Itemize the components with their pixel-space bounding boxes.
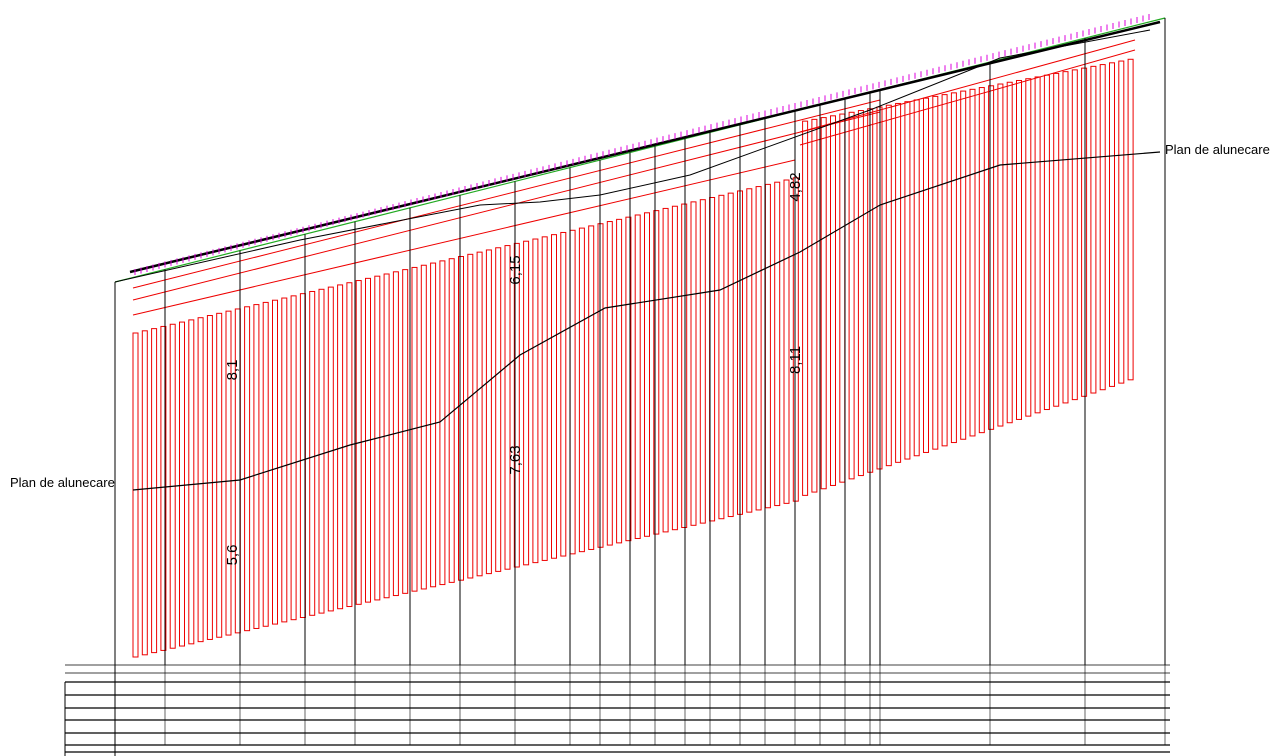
pile bbox=[682, 204, 687, 527]
pile bbox=[840, 114, 845, 482]
pile bbox=[459, 257, 464, 581]
pile bbox=[1072, 70, 1077, 400]
dimension-label: 5,6 bbox=[224, 545, 241, 566]
pile bbox=[979, 88, 984, 433]
pile bbox=[198, 318, 203, 642]
pile bbox=[552, 235, 557, 559]
pile bbox=[607, 222, 612, 546]
pile bbox=[319, 289, 324, 613]
pile bbox=[886, 105, 891, 465]
pile bbox=[431, 263, 436, 587]
pile bbox=[617, 219, 622, 543]
pile bbox=[728, 193, 733, 516]
pile bbox=[1054, 73, 1059, 406]
pile bbox=[1007, 82, 1012, 422]
pile bbox=[1017, 80, 1022, 419]
pile bbox=[970, 89, 975, 436]
pile bbox=[756, 187, 761, 510]
pile bbox=[700, 200, 705, 523]
pile bbox=[142, 331, 147, 655]
pile bbox=[1128, 59, 1133, 380]
pile bbox=[561, 232, 566, 556]
pile bbox=[1035, 77, 1040, 413]
slip-plane-label: Plan de alunecare bbox=[10, 475, 115, 490]
pile bbox=[914, 100, 919, 456]
pile bbox=[273, 300, 278, 624]
slip-plane-label: Plan de alunecare bbox=[1165, 142, 1270, 157]
pile bbox=[449, 259, 454, 583]
pile bbox=[254, 305, 259, 629]
dimension-label: 8,11 bbox=[787, 346, 804, 374]
pile bbox=[328, 287, 333, 611]
pile bbox=[933, 96, 938, 449]
pile bbox=[672, 206, 677, 529]
dimension-label: 7,63 bbox=[507, 445, 524, 474]
pile bbox=[775, 182, 780, 505]
pile bbox=[719, 195, 724, 518]
pile bbox=[747, 189, 752, 512]
pile bbox=[217, 313, 222, 637]
pile bbox=[533, 239, 538, 563]
pile bbox=[1100, 65, 1105, 390]
pile bbox=[858, 111, 863, 476]
pile bbox=[189, 320, 194, 644]
pile bbox=[793, 178, 798, 501]
profile-drawing: Plan de alunecare Plan de alunecare 8,1 … bbox=[0, 0, 1287, 756]
pile bbox=[282, 298, 287, 622]
pile bbox=[1091, 66, 1096, 393]
pile bbox=[896, 103, 901, 462]
pile bbox=[663, 208, 668, 531]
pile bbox=[245, 307, 250, 631]
pile bbox=[133, 333, 138, 657]
pile bbox=[924, 98, 929, 452]
dimension-label: 4,82 bbox=[787, 172, 804, 201]
pile bbox=[951, 93, 956, 443]
pile bbox=[486, 250, 491, 574]
pile bbox=[812, 119, 817, 492]
pile bbox=[152, 329, 157, 653]
pile bbox=[310, 291, 315, 615]
pile bbox=[635, 215, 640, 538]
pile bbox=[784, 180, 789, 503]
pile bbox=[207, 316, 212, 640]
pile bbox=[496, 248, 501, 572]
pile bbox=[821, 118, 826, 489]
pile bbox=[570, 230, 575, 554]
pile bbox=[1119, 61, 1124, 383]
pile bbox=[1110, 63, 1115, 387]
pile bbox=[645, 213, 650, 536]
pile bbox=[589, 226, 594, 550]
drawing-layout bbox=[65, 14, 1170, 756]
pile bbox=[942, 95, 947, 446]
pile bbox=[579, 228, 584, 552]
pile bbox=[477, 252, 482, 576]
pile bbox=[1044, 75, 1049, 409]
pile bbox=[998, 84, 1003, 426]
pile bbox=[905, 102, 910, 459]
pile bbox=[180, 322, 185, 646]
pile bbox=[1082, 68, 1087, 396]
pile bbox=[468, 254, 473, 578]
pile bbox=[505, 246, 510, 570]
dimension-label: 6,15 bbox=[507, 255, 524, 284]
pile bbox=[524, 241, 529, 565]
pile bbox=[1026, 79, 1031, 416]
pile bbox=[1063, 72, 1068, 403]
pile bbox=[542, 237, 547, 561]
pile bbox=[440, 261, 445, 585]
pile bbox=[691, 202, 696, 525]
pile bbox=[961, 91, 966, 439]
pile bbox=[989, 86, 994, 430]
pile bbox=[338, 285, 343, 609]
dimension-label: 8,1 bbox=[224, 360, 241, 381]
terrain-line bbox=[115, 30, 1150, 282]
pile bbox=[765, 184, 770, 507]
pile bbox=[291, 296, 296, 620]
pile bbox=[849, 112, 854, 479]
pile bbox=[263, 302, 268, 626]
pile bbox=[831, 116, 836, 486]
